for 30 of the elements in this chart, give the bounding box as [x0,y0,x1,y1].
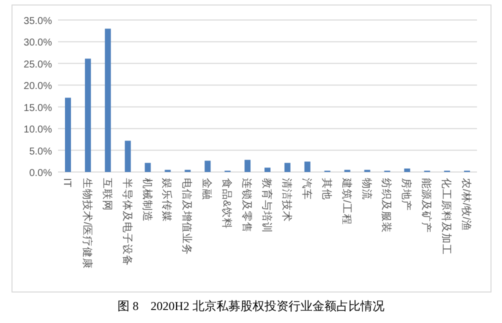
x-tick-label: 其他 [320,178,334,200]
x-tick-label: 汽车 [300,178,314,200]
x-tick-label: 食品&饮料 [220,178,234,230]
x-tick-label: 教育与培训 [260,178,274,233]
x-tick-label: 生物技术/医疗健康 [80,178,94,269]
x-tick-label: 纺织及服装 [380,178,394,233]
x-tick-label: 能源及矿产 [420,178,434,233]
x-tick-label: 互联网 [100,178,113,211]
x-tick-label: 电信及增值业务 [180,178,194,255]
x-tick-label: 金融 [200,178,213,200]
x-tick-label: 化工原料及加工 [440,178,454,255]
x-tick-label: 农/林/牧/渔 [460,178,474,231]
y-tick-label: 10.0% [24,124,52,136]
x-tick-label: 连锁及零售 [240,178,253,233]
y-tick-label: 20.0% [24,81,52,92]
y-tick-label: 5.0% [29,146,52,158]
x-tick-label: 娱乐传媒 [160,178,174,222]
x-tick-label: 房地产 [400,178,414,211]
y-tick-label: 0.0% [29,168,52,179]
x-tick-label: 建筑/工程 [340,177,354,225]
x-tick-label: 物流 [360,178,374,200]
y-tick-label: 25.0% [24,59,52,70]
x-tick-label: 机械制造 [140,178,154,222]
x-tick-label: 清洁技术 [280,178,294,222]
x-tick-label: IT [60,178,73,188]
text: 图 8 2020H2 北京私募股权投资行业金额占比情况 [118,299,384,313]
y-tick-label: 30.0% [24,38,52,49]
y-tick-label: 15.0% [24,102,52,114]
x-tick-label: 半导体及电子设备 [120,178,134,266]
y-tick-label: 35.0% [24,16,52,27]
